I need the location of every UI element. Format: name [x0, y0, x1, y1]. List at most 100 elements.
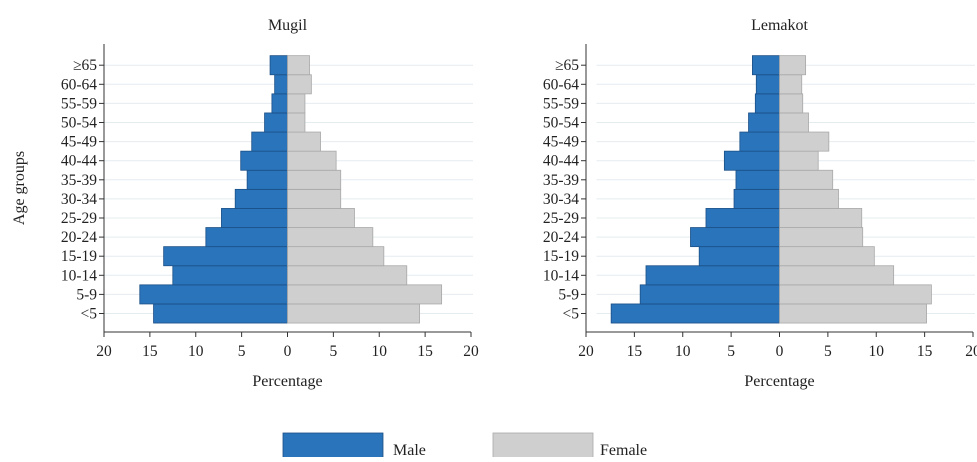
y-tick-label: 15-19	[61, 248, 97, 265]
bar-female	[287, 131, 321, 152]
x-axis-title: Percentage	[252, 373, 322, 390]
bar-male	[205, 227, 288, 248]
bar-female	[287, 265, 408, 286]
panel-title: Mugil	[268, 17, 308, 34]
bar-female	[287, 150, 337, 171]
y-tick-label: 15-19	[543, 248, 579, 265]
y-tick-label: 40-44	[61, 153, 97, 170]
x-tick-label: 15	[142, 343, 158, 360]
y-tick-label: 45-49	[61, 134, 97, 151]
bar-female	[779, 169, 834, 190]
bar-male	[705, 208, 780, 228]
bar-male	[733, 188, 780, 209]
y-tick-label: 10-14	[543, 267, 579, 284]
bar-female	[779, 55, 807, 76]
bar-female	[779, 303, 927, 324]
y-tick-label: <5	[563, 306, 580, 323]
bar-male	[755, 74, 780, 95]
x-tick-label: 15	[417, 343, 433, 360]
bar-female	[287, 93, 306, 114]
y-tick-label: 30-34	[61, 191, 97, 208]
y-tick-label: 35-39	[61, 172, 97, 189]
bar-female	[287, 74, 312, 95]
legend-label-male: Male	[393, 442, 426, 457]
bar-male	[723, 150, 780, 171]
legend-swatch-female	[492, 432, 594, 460]
y-tick-label: 10-14	[61, 267, 97, 284]
legend-swatch-male	[282, 432, 384, 460]
x-tick-label: 5	[727, 343, 735, 360]
bar-male	[172, 265, 288, 286]
bar-male	[754, 93, 780, 114]
y-tick-label: 45-49	[543, 134, 579, 151]
legend-label-female: Female	[600, 442, 647, 457]
bar-female	[779, 112, 809, 133]
y-axis-title: Age groups	[11, 151, 28, 225]
y-tick-label: 55-59	[543, 95, 579, 112]
x-tick-label: 10	[675, 343, 691, 360]
bar-female	[287, 112, 306, 133]
x-tick-label: 20	[463, 343, 479, 360]
bar-male	[269, 55, 288, 76]
bar-female	[779, 265, 895, 286]
x-tick-label: 0	[776, 343, 784, 360]
y-tick-label: 20-24	[543, 229, 579, 246]
x-tick-label: 10	[869, 343, 885, 360]
y-tick-label: 5-9	[76, 286, 97, 303]
bar-female	[287, 227, 374, 248]
y-tick-label: 25-29	[543, 210, 579, 227]
bar-male	[698, 246, 780, 267]
x-tick-label: 20	[96, 343, 112, 360]
y-tick-label: 40-44	[543, 153, 579, 170]
bar-male	[639, 284, 780, 305]
y-tick-label: 5-9	[558, 286, 579, 303]
x-tick-label: 20	[578, 343, 594, 360]
x-tick-label: 20	[965, 343, 977, 360]
x-tick-label: 10	[372, 343, 388, 360]
bar-male	[271, 93, 288, 114]
bar-female	[779, 150, 819, 171]
bar-male	[274, 74, 288, 95]
bar-female	[287, 284, 443, 305]
legend: Male Female	[282, 432, 647, 460]
y-tick-label: 55-59	[61, 95, 97, 112]
y-tick-label: 35-39	[543, 172, 579, 189]
bar-female	[779, 227, 864, 248]
bar-female	[287, 188, 342, 209]
bar-male	[752, 55, 780, 76]
bar-male	[153, 303, 288, 324]
y-tick-label: 60-64	[61, 76, 97, 93]
y-tick-label: 30-34	[543, 191, 579, 208]
bar-male	[240, 150, 288, 171]
panel-mugil: <5 5-9 10-14 15-19 20-24 25-29 30-34 35-39 40-44…	[61, 17, 479, 390]
bar-male	[264, 112, 288, 133]
bar-female	[779, 188, 839, 209]
y-tick-label: 25-29	[61, 210, 97, 227]
bar-male	[735, 169, 780, 190]
bar-male	[739, 131, 780, 152]
x-tick-label: 15	[917, 343, 933, 360]
bar-male	[610, 303, 780, 324]
bar-female	[287, 303, 421, 324]
x-tick-label: 0	[284, 343, 292, 360]
bar-female	[779, 208, 863, 228]
bar-female	[287, 246, 385, 267]
panel-title: Lemakot	[751, 17, 808, 34]
bar-female	[779, 131, 830, 152]
x-tick-label: 5	[238, 343, 246, 360]
y-tick-label: ≥65	[73, 57, 97, 74]
bar-female	[779, 246, 875, 267]
bar-male	[221, 208, 288, 228]
y-tick-label: ≥65	[555, 57, 579, 74]
x-tick-label: 5	[330, 343, 338, 360]
bar-male	[251, 131, 288, 152]
y-tick-label: 20-24	[61, 229, 97, 246]
panel-lemakot: <5 5-9 10-14 15-19 20-24 25-29 30-34 35-39 40-44…	[543, 17, 977, 390]
y-tick-label: 60-64	[543, 76, 579, 93]
bar-female	[287, 169, 342, 190]
bar-female	[779, 74, 803, 95]
bar-female	[779, 284, 932, 305]
bar-male	[234, 188, 288, 209]
